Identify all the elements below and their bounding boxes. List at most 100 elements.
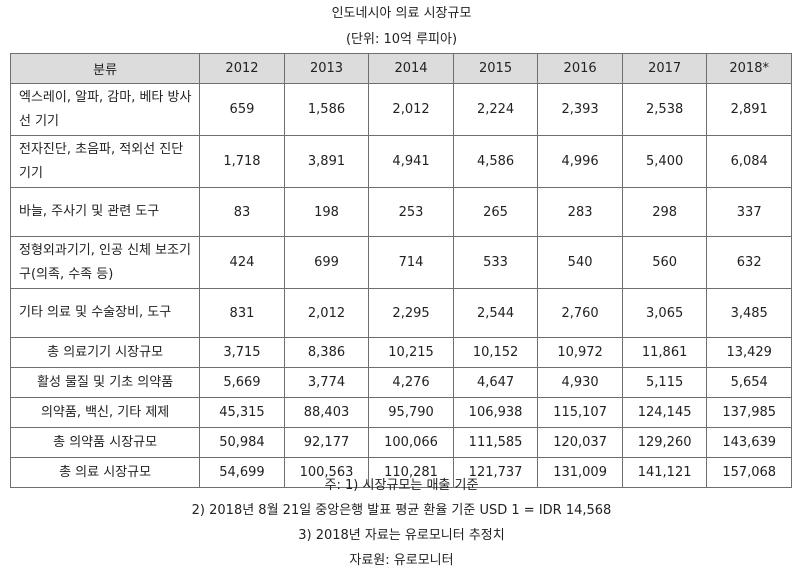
table-row: 총 의료 시장규모 54,699 100,563 110,281 121,737… (9, 457, 792, 488)
row-label: 기타 의료 및 수술장비, 도구 (9, 288, 201, 338)
cell-value: 143,639 (706, 427, 792, 458)
table-row: 총 의료기기 시장규모 3,715 8,386 10,215 10,152 10… (9, 337, 792, 368)
row-label: 의약품, 백신, 기타 제제 (9, 397, 201, 428)
header-year: 2014 (368, 53, 454, 84)
header-year: 2017 (621, 53, 708, 84)
cell-value: 10,152 (452, 337, 539, 368)
row-label: 총 의료 시장규모 (9, 457, 201, 488)
cell-value: 699 (283, 236, 370, 289)
cell-value: 3,065 (621, 288, 708, 338)
cell-value: 659 (199, 83, 285, 136)
cell-value: 2,544 (452, 288, 539, 338)
cell-value: 1,586 (283, 83, 370, 136)
cell-value: 4,941 (368, 135, 454, 188)
table-row: 기타 의료 및 수술장비, 도구 831 2,012 2,295 2,544 2… (9, 288, 792, 338)
row-label: 바늘, 주사기 및 관련 도구 (9, 187, 201, 237)
cell-value: 124,145 (621, 397, 708, 428)
cell-value: 831 (199, 288, 285, 338)
cell-value: 198 (283, 187, 370, 237)
table-row: 정형외과기기, 인공 신체 보조기구(의족, 수족 등) 424 699 714… (9, 236, 792, 289)
cell-value: 5,400 (621, 135, 708, 188)
table-unit: (단위: 10억 루피아) (345, 32, 458, 47)
cell-value: 8,386 (283, 337, 370, 368)
cell-value: 253 (368, 187, 454, 237)
cell-value: 714 (368, 236, 454, 289)
table-header-row: 분류 2012 2013 2014 2015 2016 2017 2018* (9, 53, 792, 84)
footnotes: 주: 1) 시장규모는 매출 기준 2) 2018년 8월 21일 중앙은행 발… (0, 473, 803, 573)
cell-value: 540 (537, 236, 623, 289)
cell-value: 88,403 (283, 397, 370, 428)
cell-value: 6,084 (706, 135, 792, 188)
cell-value: 129,260 (621, 427, 708, 458)
cell-value: 3,715 (199, 337, 285, 368)
cell-value: 111,585 (452, 427, 539, 458)
cell-value: 2,295 (368, 288, 454, 338)
footnote-line: 3) 2018년 자료는 유로모니터 추정치 (298, 528, 505, 543)
cell-value: 45,315 (199, 397, 285, 428)
header-year: 2016 (537, 53, 623, 84)
cell-value: 10,972 (537, 337, 623, 368)
cell-value: 137,985 (706, 397, 792, 428)
cell-value: 2,012 (283, 288, 370, 338)
cell-value: 120,037 (537, 427, 623, 458)
cell-value: 2,760 (537, 288, 623, 338)
source-line: 자료원: 유로모니터 (349, 553, 454, 568)
cell-value: 2,393 (537, 83, 623, 136)
row-label: 엑스레이, 알파, 감마, 베타 방사선 기기 (9, 83, 201, 136)
cell-value: 2,224 (452, 83, 539, 136)
header-year: 2015 (452, 53, 539, 84)
cell-value: 2,538 (621, 83, 708, 136)
cell-value: 2,891 (706, 83, 792, 136)
cell-value: 4,586 (452, 135, 539, 188)
cell-value: 110,281 (368, 457, 454, 488)
cell-value: 533 (452, 236, 539, 289)
cell-value: 100,066 (368, 427, 454, 458)
cell-value: 298 (621, 187, 708, 237)
cell-value: 3,891 (283, 135, 370, 188)
table-row: 총 의약품 시장규모 50,984 92,177 100,066 111,585… (9, 427, 792, 458)
cell-value: 141,121 (621, 457, 708, 488)
cell-value: 3,774 (283, 367, 370, 398)
cell-value: 632 (706, 236, 792, 289)
cell-value: 50,984 (199, 427, 285, 458)
table-row: 의약품, 백신, 기타 제제 45,315 88,403 95,790 106,… (9, 397, 792, 428)
footnote-line: 주: 1) 시장규모는 매출 기준 (324, 478, 479, 493)
table-row: 활성 물질 및 기초 의약품 5,669 3,774 4,276 4,647 4… (9, 367, 792, 398)
cell-value: 11,861 (621, 337, 708, 368)
cell-value: 3,485 (706, 288, 792, 338)
table-row: 바늘, 주사기 및 관련 도구 83 198 253 265 283 298 3… (9, 187, 792, 237)
cell-value: 54,699 (199, 457, 285, 488)
cell-value: 4,647 (452, 367, 539, 398)
cell-value: 560 (621, 236, 708, 289)
cell-value: 337 (706, 187, 792, 237)
cell-value: 265 (452, 187, 539, 237)
cell-value: 10,215 (368, 337, 454, 368)
cell-value: 5,654 (706, 367, 792, 398)
header-year: 2013 (283, 53, 370, 84)
cell-value: 283 (537, 187, 623, 237)
market-size-table: 분류 2012 2013 2014 2015 2016 2017 2018* 엑… (9, 53, 792, 488)
header-year: 2018* (706, 53, 792, 84)
row-label: 활성 물질 및 기초 의약품 (9, 367, 201, 398)
cell-value: 13,429 (706, 337, 792, 368)
cell-value: 5,115 (621, 367, 708, 398)
cell-value: 424 (199, 236, 285, 289)
cell-value: 4,996 (537, 135, 623, 188)
cell-value: 106,938 (452, 397, 539, 428)
cell-value: 92,177 (283, 427, 370, 458)
header-category: 분류 (9, 53, 201, 84)
row-label: 총 의약품 시장규모 (9, 427, 201, 458)
cell-value: 95,790 (368, 397, 454, 428)
cell-value: 5,669 (199, 367, 285, 398)
table-row: 엑스레이, 알파, 감마, 베타 방사선 기기 659 1,586 2,012 … (9, 83, 792, 136)
row-label: 총 의료기기 시장규모 (9, 337, 201, 368)
cell-value: 1,718 (199, 135, 285, 188)
cell-value: 4,276 (368, 367, 454, 398)
cell-value: 2,012 (368, 83, 454, 136)
footnote-line: 2) 2018년 8월 21일 중앙은행 발표 평균 환율 기준 USD 1 =… (191, 503, 612, 518)
header-year: 2012 (199, 53, 285, 84)
row-label: 전자진단, 초음파, 적외선 진단 기기 (9, 135, 201, 188)
row-label: 정형외과기기, 인공 신체 보조기구(의족, 수족 등) (9, 236, 201, 289)
cell-value: 115,107 (537, 397, 623, 428)
